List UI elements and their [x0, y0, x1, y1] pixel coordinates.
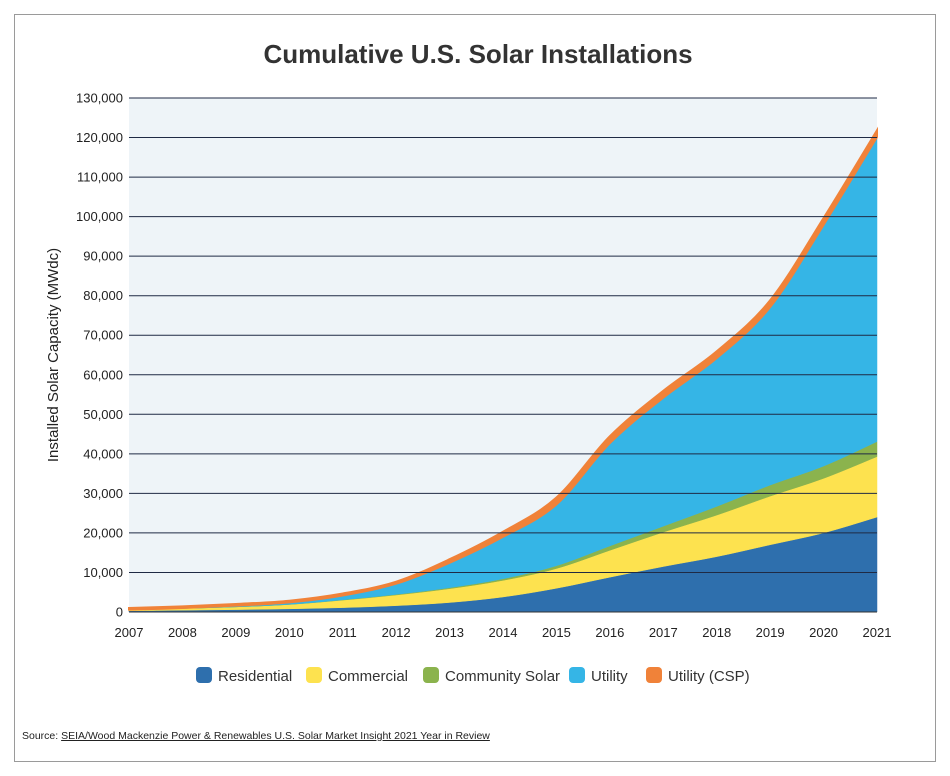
legend-label: Utility: [591, 668, 628, 685]
legend-swatch: [306, 667, 322, 683]
x-tick-label: 2018: [702, 625, 731, 640]
y-tick-label: 60,000: [83, 367, 123, 382]
y-tick-label: 30,000: [83, 486, 123, 501]
x-tick-label: 2019: [756, 625, 785, 640]
x-tick-label: 2007: [115, 625, 144, 640]
x-tick-label: 2008: [168, 625, 197, 640]
source-note: Source: SEIA/Wood Mackenzie Power & Rene…: [22, 730, 490, 742]
legend-swatch: [196, 667, 212, 683]
legend-swatch: [569, 667, 585, 683]
y-tick-label: 80,000: [83, 288, 123, 303]
y-tick-label: 20,000: [83, 525, 123, 540]
x-tick-label: 2015: [542, 625, 571, 640]
x-tick-label: 2011: [329, 625, 357, 640]
x-tick-label: 2020: [809, 625, 838, 640]
y-tick-label: 10,000: [83, 565, 123, 580]
y-tick-label: 90,000: [83, 249, 123, 264]
x-tick-label: 2010: [275, 625, 304, 640]
y-axis-ticks: 0 10,000 20,000 30,000 40,000 50,000 60,000 70,…: [76, 91, 123, 620]
x-tick-label: 2009: [221, 625, 250, 640]
y-tick-label: 130,000: [76, 91, 123, 106]
y-tick-label: 0: [116, 605, 123, 620]
x-tick-label: 2014: [489, 625, 518, 640]
legend-label: Community Solar: [445, 668, 560, 685]
chart-title: Cumulative U.S. Solar Installations: [263, 39, 692, 69]
legend-label: Residential: [218, 668, 292, 685]
y-tick-label: 50,000: [83, 407, 123, 422]
source-prefix: Source:: [22, 730, 62, 742]
x-tick-label: 2016: [595, 625, 624, 640]
y-tick-label: 110,000: [77, 170, 123, 185]
legend-swatch: [646, 667, 662, 683]
x-axis-ticks: 2007 2008 2009 2010 2011 2012 2013 2014 2015 2016…: [115, 625, 892, 640]
x-tick-label: 2021: [863, 625, 892, 640]
legend: Residential Commercial Community Solar Util…: [196, 667, 750, 685]
legend-swatch: [423, 667, 439, 683]
gridlines: [129, 97, 877, 613]
x-tick-label: 2013: [435, 625, 464, 640]
x-tick-label: 2017: [649, 625, 678, 640]
x-tick-label: 2012: [382, 625, 411, 640]
y-tick-label: 120,000: [76, 130, 123, 145]
y-tick-label: 40,000: [83, 446, 123, 461]
source-link[interactable]: SEIA/Wood Mackenzie Power & Renewables U…: [61, 730, 490, 742]
legend-label: Utility (CSP): [668, 668, 750, 685]
y-tick-label: 70,000: [83, 328, 123, 343]
y-axis-label: Installed Solar Capacity (MWdc): [45, 248, 62, 462]
y-tick-label: 100,000: [76, 209, 123, 224]
legend-label: Commercial: [328, 668, 408, 685]
